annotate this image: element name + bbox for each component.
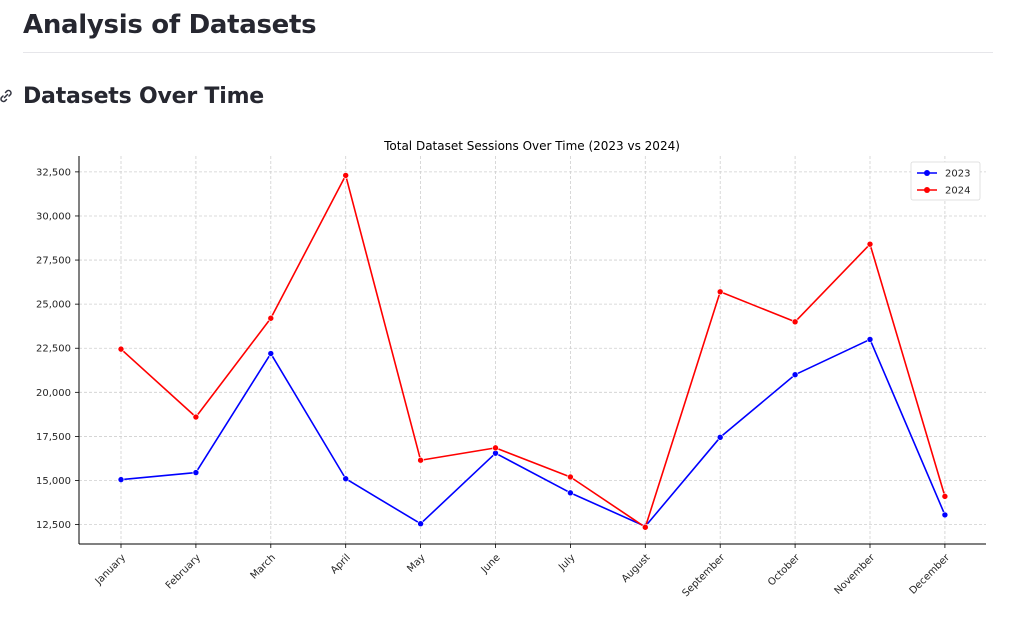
- data-point-2024: [941, 493, 949, 500]
- data-point-2023: [342, 475, 350, 483]
- data-point-2024: [716, 288, 724, 296]
- page-title: Analysis of Datasets: [23, 10, 317, 40]
- x-tick-labels: January February March April May June July Augu…: [93, 552, 953, 599]
- data-point-2023: [192, 469, 200, 476]
- data-point-2024: [267, 314, 275, 322]
- data-point-2024: [342, 172, 350, 179]
- y-tick-label: 12,500: [36, 520, 71, 531]
- link-icon[interactable]: [0, 88, 14, 104]
- x-tick-label: January: [93, 552, 128, 587]
- x-tick-label: September: [680, 552, 727, 599]
- data-point-2024: [192, 413, 200, 421]
- x-tick-label: February: [164, 552, 203, 591]
- data-point-2023: [117, 476, 125, 483]
- title-divider: [23, 52, 993, 53]
- y-tick-label: 27,500: [36, 256, 71, 267]
- section-heading: Datasets Over Time: [23, 84, 265, 109]
- x-tick-label: July: [556, 552, 577, 573]
- data-point-2023: [866, 336, 874, 343]
- data-point-2024: [567, 473, 574, 481]
- data-point-2024: [641, 523, 649, 531]
- legend-marker-2024: [924, 187, 930, 193]
- x-tick-label: June: [479, 552, 503, 576]
- y-tick-label: 32,500: [36, 167, 71, 178]
- y-tick-label: 22,500: [36, 344, 71, 355]
- y-tick-label: 20,000: [36, 388, 71, 399]
- chart-title: Total Dataset Sessions Over Time (2023 v…: [383, 139, 680, 153]
- y-tick-label: 17,500: [36, 432, 71, 443]
- grid-lines: [79, 156, 986, 544]
- legend-marker-2023: [924, 170, 930, 176]
- data-point-2024: [791, 318, 799, 326]
- series-line-2024: [120, 174, 946, 529]
- data-point-2023: [417, 520, 424, 528]
- x-tick-label: April: [329, 552, 353, 576]
- x-tick-label: March: [249, 552, 278, 581]
- x-tick-label: December: [908, 552, 953, 597]
- line-chart: Total Dataset Sessions Over Time (2023 v…: [36, 139, 986, 599]
- x-tick-label: October: [766, 552, 803, 589]
- y-tick-label: 15,000: [36, 476, 71, 487]
- data-point-2024: [492, 444, 499, 452]
- data-point-2023: [941, 511, 949, 519]
- data-point-2023: [716, 433, 724, 441]
- axes: [75, 156, 986, 548]
- x-tick-label: August: [620, 552, 653, 585]
- legend-label-2023: 2023: [945, 169, 970, 180]
- legend: 2023 2024: [910, 161, 981, 201]
- y-tick-label: 30,000: [36, 211, 71, 222]
- series-line-2023: [120, 338, 946, 528]
- data-point-2023: [267, 350, 275, 357]
- data-point-2024: [117, 345, 125, 353]
- data-point-2023: [567, 489, 574, 497]
- x-tick-label: May: [405, 552, 427, 574]
- y-tick-label: 25,000: [36, 300, 71, 311]
- data-point-2024: [866, 240, 874, 248]
- data-point-2023: [791, 371, 799, 378]
- x-tick-label: November: [833, 552, 878, 597]
- y-tick-labels: 12,500 15,000 17,500 20,000 22,500 25,000 27,5…: [36, 167, 71, 531]
- data-point-2024: [417, 456, 424, 464]
- series-lines: [117, 172, 949, 531]
- legend-label-2024: 2024: [945, 186, 970, 197]
